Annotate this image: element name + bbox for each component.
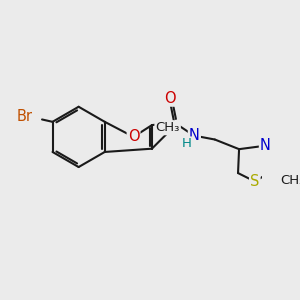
Text: H: H — [182, 137, 191, 151]
Text: N: N — [260, 138, 271, 153]
Text: Br: Br — [16, 109, 32, 124]
Text: O: O — [128, 129, 140, 144]
Text: CH₃: CH₃ — [155, 121, 180, 134]
Text: S: S — [250, 174, 260, 189]
Text: N: N — [189, 128, 200, 142]
Text: O: O — [164, 91, 176, 106]
Text: CH₃: CH₃ — [280, 174, 300, 187]
